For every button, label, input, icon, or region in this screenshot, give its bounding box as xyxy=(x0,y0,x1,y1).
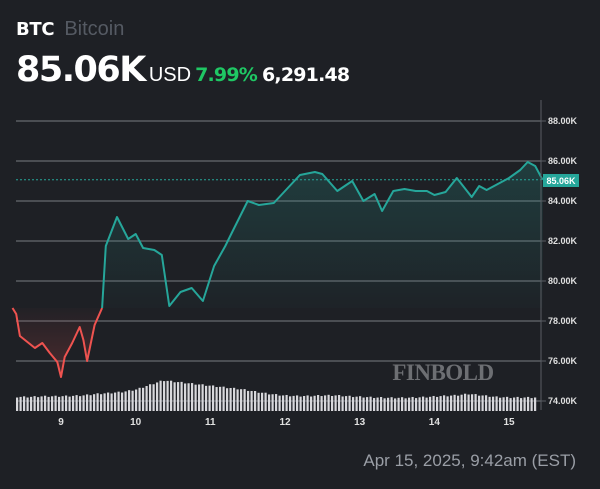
x-tick-label: 13 xyxy=(354,417,366,428)
header: BTC Bitcoin 85.06K USD 7.99% 6,291.48 xyxy=(16,18,350,90)
current-price: 85.06K xyxy=(16,50,146,90)
area-fill xyxy=(12,162,543,377)
y-tick-label: 84.00K xyxy=(548,196,578,206)
currency-label: USD xyxy=(148,64,192,86)
ticker-row: BTC Bitcoin xyxy=(16,18,349,44)
ticker-symbol: BTC xyxy=(16,19,55,40)
price-row: 85.06K USD 7.99% 6,291.48 xyxy=(16,50,350,90)
y-tick-label: 86.00K xyxy=(548,156,578,166)
price-tag-label: 85.06K xyxy=(546,176,576,186)
timestamp: Apr 15, 2025, 9:42am (EST) xyxy=(363,451,576,470)
x-tick-label: 14 xyxy=(429,417,441,428)
x-tick-label: 9 xyxy=(58,417,64,428)
x-tick-label: 10 xyxy=(130,417,142,428)
x-tick-label: 15 xyxy=(503,417,515,428)
y-tick-label: 78.00K xyxy=(548,316,578,326)
x-tick-label: 11 xyxy=(205,417,216,428)
price-tag: 85.06K xyxy=(543,174,579,187)
change-absolute: 6,291.48 xyxy=(262,64,350,86)
x-tick-label: 12 xyxy=(279,417,291,428)
y-tick-label: 74.00K xyxy=(548,396,578,406)
y-tick-label: 80.00K xyxy=(548,276,578,286)
y-tick-label: 76.00K xyxy=(548,356,578,366)
change-percent: 7.99% xyxy=(195,64,258,86)
price-line xyxy=(11,161,544,378)
x-axis: 9 10 11 12 13 14 15 xyxy=(58,417,515,428)
volume-bars xyxy=(16,380,537,411)
finbold-watermark: FINBOLD xyxy=(392,360,493,385)
y-tick-label: 82.00K xyxy=(548,236,578,246)
y-axis: 88.00K 86.00K 84.00K 82.00K 80.00K 78.00K 76.0… xyxy=(541,116,578,406)
y-tick-label: 88.00K xyxy=(548,116,578,126)
asset-name: Bitcoin xyxy=(64,18,125,40)
